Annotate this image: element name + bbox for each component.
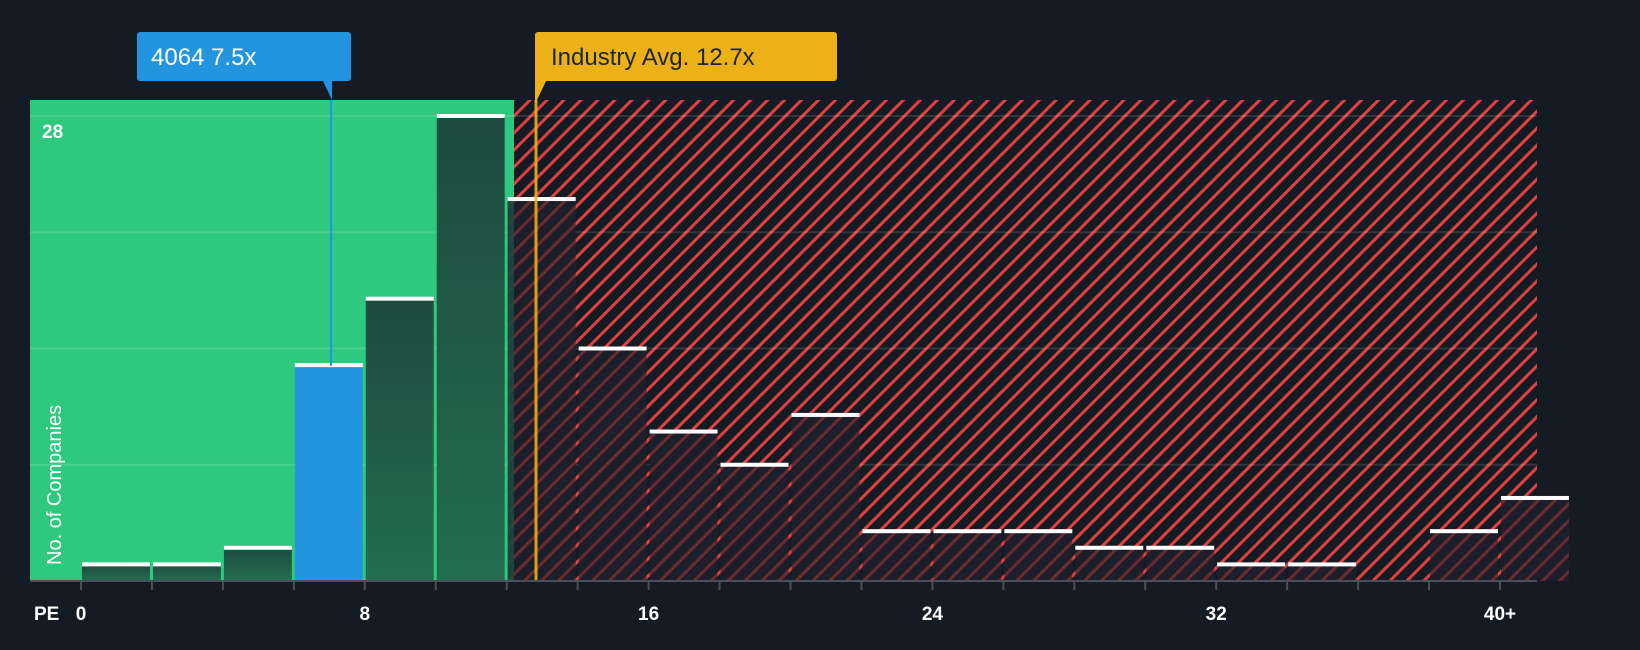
histogram-bar: [436, 114, 505, 581]
histogram-bar: [152, 562, 221, 581]
histogram-bar: [862, 529, 931, 581]
x-tick-label: 24: [922, 604, 944, 625]
bar-cap: [649, 429, 718, 434]
bar-cap: [720, 462, 789, 467]
histogram-bar: [1075, 545, 1144, 581]
industry-callout-label: Industry Avg. 12.7x: [551, 44, 755, 71]
x-axis-tick-labels: 0 8 16 24 32 40+: [76, 604, 1516, 625]
bar-cap: [1501, 495, 1569, 500]
x-axis-title: PE: [34, 604, 59, 625]
bar-body-green-part: [507, 199, 514, 582]
x-tick-label: 0: [76, 604, 87, 625]
bar-body: [1501, 497, 1569, 581]
x-tick-label: 32: [1206, 604, 1227, 625]
bar-body: [82, 564, 150, 581]
bar-body: [294, 365, 363, 581]
bar-cap: [1004, 529, 1073, 534]
bar-cap: [365, 296, 434, 301]
bar-cap: [1430, 529, 1498, 534]
bar-cap: [294, 363, 363, 368]
bar-body: [933, 531, 1002, 581]
bar-cap: [82, 562, 150, 567]
bar-body: [1146, 547, 1215, 581]
bar-body: [1430, 531, 1498, 581]
histogram-bar: [649, 429, 718, 581]
bar-cap: [933, 529, 1002, 534]
x-axis: 0 8 16 24 32 40+ PE: [30, 580, 1537, 625]
bar-body: [507, 199, 576, 582]
bar-cap: [578, 346, 647, 351]
histogram-bar: [933, 529, 1002, 581]
bar-body: [365, 298, 434, 581]
histogram-bar: [223, 545, 292, 581]
industry-avg-marker[interactable]: Industry Avg. 12.7x: [534, 32, 837, 581]
histogram-bar: [82, 562, 150, 581]
bar-cap: [436, 114, 505, 118]
x-tick-label: 16: [638, 604, 659, 625]
bar-body: [720, 464, 789, 581]
bar-cap: [152, 562, 221, 567]
y-axis-max-label: 28: [42, 122, 63, 143]
histogram-bar: [1288, 562, 1357, 581]
histogram-bar: [365, 296, 434, 581]
bar-cap: [791, 412, 860, 417]
x-axis-ticks: [80, 581, 1501, 590]
bar-body: [862, 531, 931, 581]
bar-cap: [1075, 545, 1144, 550]
company-pe-marker[interactable]: 4064 7.5x: [137, 32, 351, 366]
bar-body: [1288, 564, 1357, 581]
histogram-bar: [1004, 529, 1073, 581]
company-callout-box[interactable]: [137, 32, 351, 81]
company-callout-pointer: [321, 77, 333, 100]
bar-body: [1217, 564, 1286, 581]
bar-body: [649, 431, 718, 581]
histogram-bar: [791, 412, 860, 581]
bar-body: [1075, 547, 1144, 581]
histogram-bar: [578, 346, 647, 581]
bar-body: [578, 348, 647, 581]
histogram-bar: [294, 363, 363, 581]
bar-cap: [862, 529, 931, 534]
bar-cap: [1217, 562, 1286, 567]
bar-cap: [1288, 562, 1357, 567]
bar-body: [152, 564, 221, 581]
histogram-bar: [507, 197, 576, 582]
industry-callout-pointer: [535, 77, 548, 104]
bar-cap: [1146, 545, 1215, 550]
y-axis-title: No. of Companies: [44, 405, 66, 565]
histogram-bar: [1217, 562, 1286, 581]
histogram-bar: [1146, 545, 1215, 581]
bar-cap: [507, 197, 576, 202]
bar-body: [1004, 531, 1073, 581]
bar-cap: [223, 545, 292, 550]
x-tick-label: 40+: [1484, 604, 1516, 625]
industry-callout-box[interactable]: [535, 32, 837, 81]
bar-body: [223, 547, 292, 581]
x-tick-label: 8: [360, 604, 371, 625]
bar-body: [791, 414, 860, 581]
histogram-bar: [1430, 529, 1498, 581]
histogram-bars: [82, 114, 1569, 582]
histogram-bar: [1501, 495, 1569, 581]
histogram-bar: [720, 462, 789, 581]
company-callout-label: 4064 7.5x: [151, 44, 256, 71]
bar-body: [436, 116, 505, 581]
